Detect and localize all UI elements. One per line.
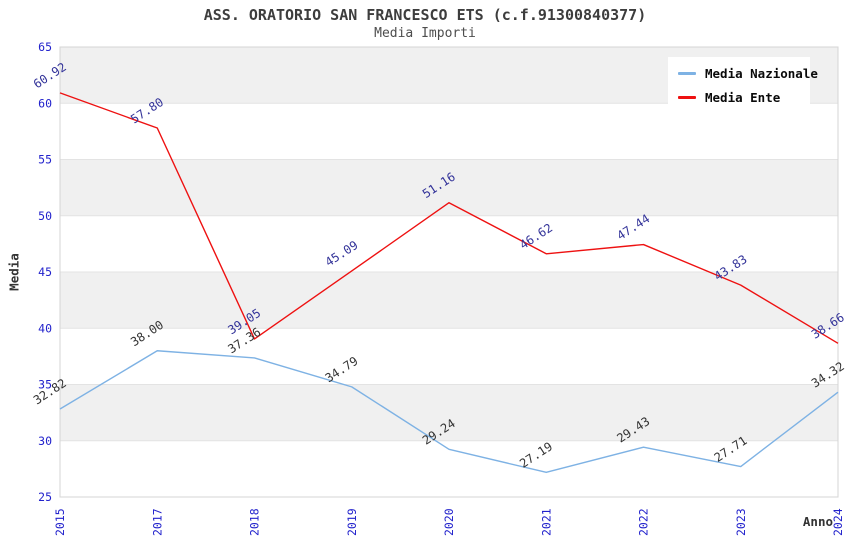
svg-text:30: 30 [38,434,52,448]
x-axis-title: Anno [802,514,833,529]
svg-text:40: 40 [38,321,52,335]
svg-text:2023: 2023 [734,508,748,536]
legend: Media Nazionale Media Ente [668,57,818,114]
legend-item-media-nazionale: Media Nazionale [678,66,818,81]
svg-text:2018: 2018 [248,508,262,536]
svg-text:2022: 2022 [637,508,651,536]
svg-text:2017: 2017 [150,508,164,536]
legend-label-media-nazionale: Media Nazionale [705,66,818,81]
chart-subtitle: Media Importi [374,26,476,41]
legend-label-media-ente: Media Ente [705,90,781,105]
svg-text:2020: 2020 [442,508,456,536]
y-axis-title: Media [6,253,22,291]
svg-text:2019: 2019 [345,508,359,536]
svg-text:25: 25 [38,490,52,504]
svg-text:35: 35 [38,378,52,392]
svg-text:60: 60 [38,96,52,110]
svg-text:50: 50 [38,209,52,223]
svg-text:55: 55 [38,153,52,167]
svg-text:2024: 2024 [831,508,845,536]
svg-text:2021: 2021 [539,508,553,536]
legend-item-media-ente: Media Ente [678,90,800,105]
chart-title: ASS. ORATORIO SAN FRANCESCO ETS (c.f.913… [203,6,647,24]
svg-text:65: 65 [38,40,52,54]
svg-text:45: 45 [38,265,52,279]
media-ente-line-swatch [678,96,696,99]
media-nazionale-line-swatch [678,72,696,75]
svg-text:2015: 2015 [53,508,67,536]
